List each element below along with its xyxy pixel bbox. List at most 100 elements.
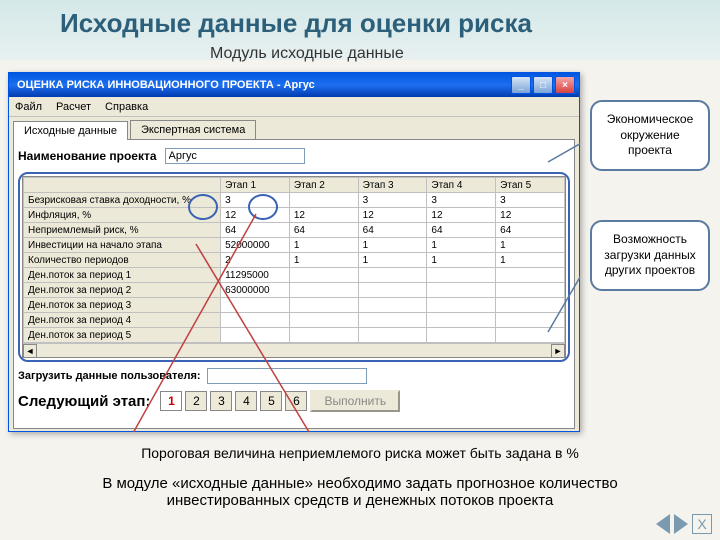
grid-cell[interactable]: 12 (427, 208, 496, 223)
grid-cell[interactable] (358, 268, 427, 283)
grid-cell[interactable] (496, 283, 565, 298)
data-grid[interactable]: Этап 1 Этап 2 Этап 3 Этап 4 Этап 5 Безри… (23, 177, 565, 343)
row-header: Ден.поток за период 3 (24, 298, 221, 313)
grid-cell[interactable]: 1 (358, 238, 427, 253)
tab-expert-system[interactable]: Экспертная система (130, 120, 256, 139)
grid-cell[interactable] (496, 313, 565, 328)
grid-cell[interactable] (427, 298, 496, 313)
row-header: Ден.поток за период 2 (24, 283, 221, 298)
grid-cell[interactable] (427, 328, 496, 343)
step-5-button[interactable]: 5 (260, 391, 282, 411)
grid-cell[interactable] (221, 298, 290, 313)
row-header: Инвестиции на начало этапа (24, 238, 221, 253)
maximize-button[interactable]: □ (533, 76, 553, 94)
next-stage-label: Следующий этап: (18, 393, 150, 410)
execute-button[interactable]: Выполнить (310, 390, 400, 412)
grid-cell[interactable]: 3 (427, 193, 496, 208)
step-6-button[interactable]: 6 (285, 391, 307, 411)
col-header-empty (24, 178, 221, 193)
nav-next-button[interactable] (674, 514, 688, 534)
row-header: Ден.поток за период 5 (24, 328, 221, 343)
menu-file[interactable]: Файл (15, 101, 42, 113)
grid-cell[interactable]: 1 (496, 238, 565, 253)
table-row: Неприемлемый риск, %6464646464 (24, 223, 565, 238)
load-user-input[interactable] (207, 368, 367, 384)
grid-cell[interactable]: 1 (289, 253, 358, 268)
row-header: Инфляция, % (24, 208, 221, 223)
col-header-4: Этап 4 (427, 178, 496, 193)
grid-cell[interactable]: 64 (221, 223, 290, 238)
table-row: Безрисковая ставка доходности, %3 333 (24, 193, 565, 208)
grid-cell[interactable] (289, 298, 358, 313)
app-window: ОЦЕНКА РИСКА ИННОВАЦИОННОГО ПРОЕКТА - Ар… (8, 72, 580, 432)
tab-source-data[interactable]: Исходные данные (13, 121, 128, 140)
window-title: ОЦЕНКА РИСКА ИННОВАЦИОННОГО ПРОЕКТА - Ар… (13, 79, 509, 91)
grid-cell[interactable] (221, 313, 290, 328)
window-titlebar: ОЦЕНКА РИСКА ИННОВАЦИОННОГО ПРОЕКТА - Ар… (9, 73, 579, 97)
scroll-right-button[interactable]: ► (551, 344, 565, 358)
grid-cell[interactable] (496, 328, 565, 343)
menu-help[interactable]: Справка (105, 101, 148, 113)
nav-prev-button[interactable] (656, 514, 670, 534)
row-header: Неприемлемый риск, % (24, 223, 221, 238)
grid-cell[interactable]: 63000000 (221, 283, 290, 298)
table-row: Ден.поток за период 4 (24, 313, 565, 328)
grid-cell[interactable] (496, 268, 565, 283)
grid-cell[interactable] (427, 313, 496, 328)
step-4-button[interactable]: 4 (235, 391, 257, 411)
col-header-2: Этап 2 (289, 178, 358, 193)
grid-annotation-border: Этап 1 Этап 2 Этап 3 Этап 4 Этап 5 Безри… (18, 172, 570, 362)
step-1-button[interactable]: 1 (160, 391, 182, 411)
grid-cell[interactable]: 12 (289, 208, 358, 223)
callout-load: Возможность загрузки данных других проек… (590, 220, 710, 291)
scroll-left-button[interactable]: ◄ (23, 344, 37, 358)
nav-close-button[interactable]: X (692, 514, 712, 534)
grid-cell[interactable]: 64 (289, 223, 358, 238)
row-header: Количество периодов (24, 253, 221, 268)
grid-cell[interactable]: 11295000 (221, 268, 290, 283)
callout-economic: Экономическое окружение проекта (590, 100, 710, 171)
grid-cell[interactable] (358, 298, 427, 313)
grid-cell[interactable] (221, 328, 290, 343)
grid-cell[interactable]: 64 (496, 223, 565, 238)
step-3-button[interactable]: 3 (210, 391, 232, 411)
grid-scrollbar: ◄ ► (23, 343, 565, 357)
grid-cell[interactable]: 12 (221, 208, 290, 223)
grid-cell[interactable]: 64 (427, 223, 496, 238)
footnote-2: В модуле «исходные данные» необходимо за… (40, 475, 680, 509)
row-header: Ден.поток за период 1 (24, 268, 221, 283)
grid-cell[interactable] (427, 268, 496, 283)
grid-cell[interactable] (427, 283, 496, 298)
grid-cell[interactable] (358, 313, 427, 328)
grid-cell[interactable]: 2 (221, 253, 290, 268)
grid-cell[interactable]: 12 (358, 208, 427, 223)
grid-cell[interactable]: 1 (289, 238, 358, 253)
grid-cell[interactable] (496, 298, 565, 313)
grid-cell[interactable]: 64 (358, 223, 427, 238)
grid-cell[interactable] (358, 328, 427, 343)
grid-cell[interactable] (289, 313, 358, 328)
grid-cell[interactable] (358, 283, 427, 298)
step-2-button[interactable]: 2 (185, 391, 207, 411)
grid-cell[interactable]: 1 (427, 238, 496, 253)
grid-cell[interactable]: 1 (427, 253, 496, 268)
grid-cell[interactable] (289, 193, 358, 208)
table-row: Ден.поток за период 263000000 (24, 283, 565, 298)
grid-cell[interactable]: 1 (496, 253, 565, 268)
grid-cell[interactable] (289, 268, 358, 283)
table-row: Ден.поток за период 3 (24, 298, 565, 313)
grid-cell[interactable]: 12 (496, 208, 565, 223)
grid-cell[interactable] (289, 328, 358, 343)
tabs-row: Исходные данные Экспертная система (9, 117, 579, 139)
minimize-button[interactable]: _ (511, 76, 531, 94)
grid-cell[interactable]: 3 (221, 193, 290, 208)
load-user-row: Загрузить данные пользователя: (18, 368, 570, 384)
grid-cell[interactable]: 52000000 (221, 238, 290, 253)
grid-cell[interactable]: 3 (358, 193, 427, 208)
grid-cell[interactable] (289, 283, 358, 298)
menu-calc[interactable]: Расчет (56, 101, 91, 113)
grid-cell[interactable]: 1 (358, 253, 427, 268)
project-name-input[interactable] (165, 148, 305, 164)
grid-cell[interactable]: 3 (496, 193, 565, 208)
close-button[interactable]: × (555, 76, 575, 94)
